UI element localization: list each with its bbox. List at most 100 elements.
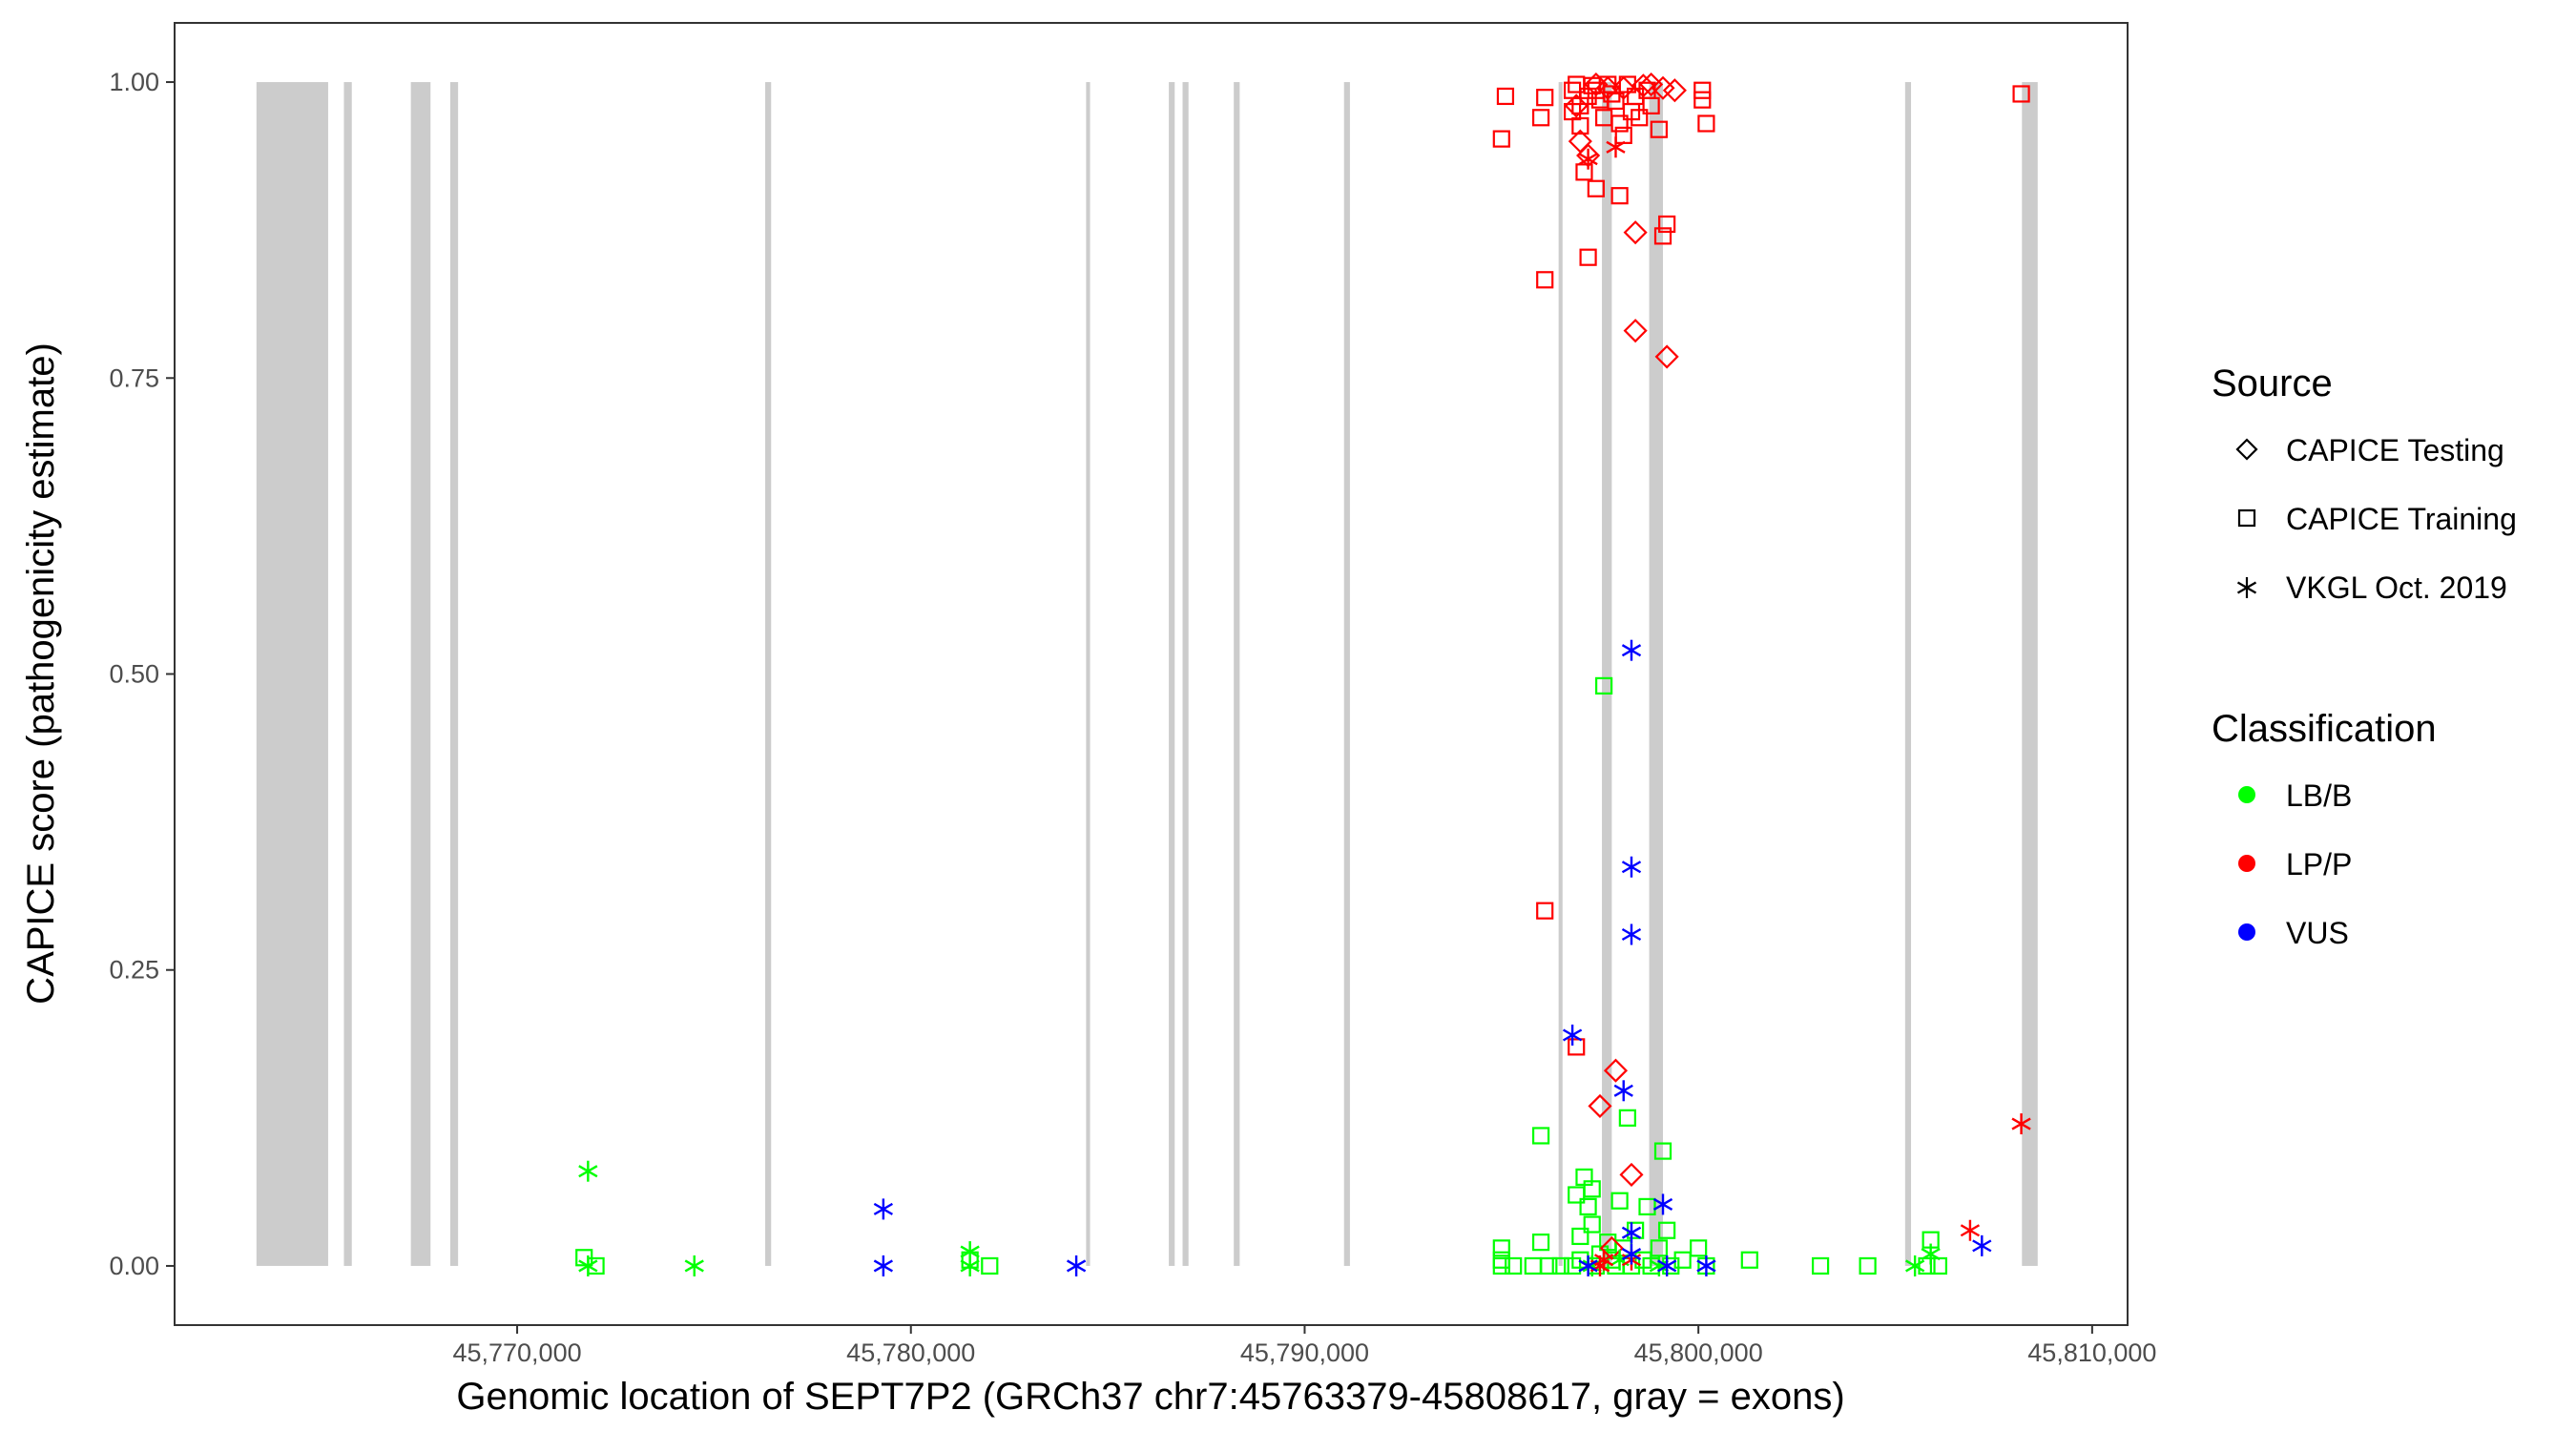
exon-band: [1086, 82, 1091, 1266]
data-point-asterisk: [578, 1255, 598, 1276]
exon-band: [1904, 82, 1912, 1266]
x-axis: 45,770,000 45,780,000 45,790,000 45,800,000…: [452, 1325, 2156, 1367]
y-tick-label: 0.00: [109, 1252, 159, 1280]
legend-dot-icon: [2238, 786, 2255, 803]
x-tick-label: 45,810,000: [2027, 1338, 2156, 1367]
legend-square-icon: [2237, 508, 2256, 528]
legend-source-title: Source: [2212, 363, 2333, 404]
exon-band: [1602, 82, 1612, 1266]
x-tick-label: 45,800,000: [1634, 1338, 1763, 1367]
data-point-square: [1492, 130, 1510, 148]
data-point-diamond: [1588, 1093, 1612, 1118]
exon-band: [765, 82, 772, 1266]
data-point-square: [1697, 114, 1715, 133]
data-point-diamond: [1595, 75, 1620, 100]
data-point-square: [1693, 81, 1712, 99]
legend-asterisk-icon: [2236, 577, 2257, 598]
legend-diamond-icon: [2235, 438, 2258, 461]
legend-label-capice-training: CAPICE Training: [2286, 502, 2517, 536]
data-point-square: [1551, 1256, 1569, 1275]
y-axis-title: CAPICE score (pathogenicity estimate): [20, 342, 62, 1005]
data-point-asterisk: [1621, 856, 1642, 878]
legend-label-lp-p: LP/P: [2286, 847, 2352, 881]
legend-item-capice-training: CAPICE Training: [2237, 502, 2517, 536]
y-tick-label: 0.50: [109, 660, 159, 689]
data-point-square: [1740, 1251, 1758, 1269]
data-point-square: [1587, 179, 1605, 197]
data-point-diamond: [1631, 73, 1655, 98]
data-point-asterisk: [1972, 1234, 1992, 1256]
exon-band: [1558, 82, 1563, 1266]
data-point-asterisk: [1905, 1255, 1925, 1276]
data-point-asterisk: [873, 1255, 893, 1276]
data-point-square: [1631, 109, 1649, 127]
data-point-asterisk: [873, 1198, 893, 1220]
data-point-asterisk: [1593, 1249, 1614, 1271]
data-point-diamond: [1603, 1058, 1629, 1083]
x-tick-label: 45,780,000: [846, 1338, 975, 1367]
data-point-square: [1536, 902, 1554, 920]
legend-label-capice-testing: CAPICE Testing: [2286, 433, 2504, 467]
data-point-square: [1653, 227, 1672, 245]
legend-label-vkgl: VKGL Oct. 2019: [2286, 570, 2507, 605]
data-point-asterisk: [1621, 1222, 1642, 1244]
series-capice-testing-lp-p: [1564, 72, 1687, 1260]
exon-band: [1649, 82, 1664, 1266]
data-point-square: [1638, 1197, 1656, 1216]
data-point-square: [1540, 1256, 1558, 1275]
data-point-square: [1662, 1256, 1680, 1275]
legend-item-vus: VUS: [2238, 916, 2349, 950]
legend-item-capice-testing: CAPICE Testing: [2235, 433, 2504, 467]
data-point-square: [1658, 215, 1676, 234]
legend-item-vkgl: VKGL Oct. 2019: [2236, 570, 2507, 605]
data-point-diamond: [1599, 1235, 1624, 1260]
data-point-square: [1650, 120, 1668, 138]
data-point-square: [1492, 1251, 1510, 1269]
legend-source: Source CAPICE Testing CAPICE Training VK…: [2212, 363, 2517, 605]
data-point-square: [1693, 91, 1712, 109]
data-point-square: [1610, 1192, 1629, 1210]
data-point-square: [1531, 1127, 1550, 1145]
exon-band: [2022, 82, 2038, 1266]
data-point-square: [1690, 1239, 1708, 1257]
data-point-square: [1658, 1221, 1676, 1239]
data-point-square: [1496, 87, 1515, 106]
data-point-square: [1505, 1256, 1523, 1275]
data-point-asterisk: [1649, 1255, 1670, 1276]
exon-bands: [256, 82, 2038, 1266]
data-point-diamond: [1654, 344, 1679, 369]
data-point-asterisk: [1696, 1255, 1716, 1276]
data-point-square: [1642, 96, 1660, 114]
x-tick-label: 45,770,000: [452, 1338, 581, 1367]
data-point-diamond: [1623, 220, 1648, 245]
y-tick-label: 0.75: [109, 363, 159, 392]
data-point-square: [1571, 116, 1589, 135]
data-point-square: [1610, 187, 1629, 205]
data-point-square: [1531, 109, 1550, 127]
data-point-diamond: [1619, 1162, 1644, 1187]
data-point-asterisk: [1613, 1080, 1633, 1102]
data-point-square: [1536, 271, 1554, 289]
y-tick-label: 0.25: [109, 956, 159, 985]
legend-item-lb-b: LB/B: [2238, 778, 2352, 813]
data-point-square: [1859, 1256, 1877, 1275]
data-point-asterisk: [1066, 1255, 1087, 1276]
data-point-square: [1579, 1197, 1597, 1216]
exon-band: [1169, 82, 1175, 1266]
x-axis-title: Genomic location of SEPT7P2 (GRCh37 chr7…: [456, 1376, 1844, 1418]
data-point-square: [1607, 92, 1625, 111]
data-point-square: [1492, 1239, 1510, 1257]
data-point-asterisk: [1562, 1024, 1583, 1046]
exon-band: [1234, 82, 1240, 1266]
data-point-square: [1568, 1038, 1586, 1056]
series-vkgl-oct-2019-lb-b: [578, 1160, 1941, 1276]
data-point-square: [981, 1256, 999, 1275]
data-point-asterisk: [1921, 1243, 1941, 1265]
data-point-diamond: [1611, 75, 1636, 100]
data-point-asterisk: [1621, 639, 1642, 661]
data-point-asterisk: [1657, 1255, 1677, 1276]
data-point-square: [1583, 1215, 1601, 1234]
data-point-asterisk: [578, 1160, 598, 1182]
series-vkgl-oct-2019-lp-p: [1578, 136, 2031, 1276]
